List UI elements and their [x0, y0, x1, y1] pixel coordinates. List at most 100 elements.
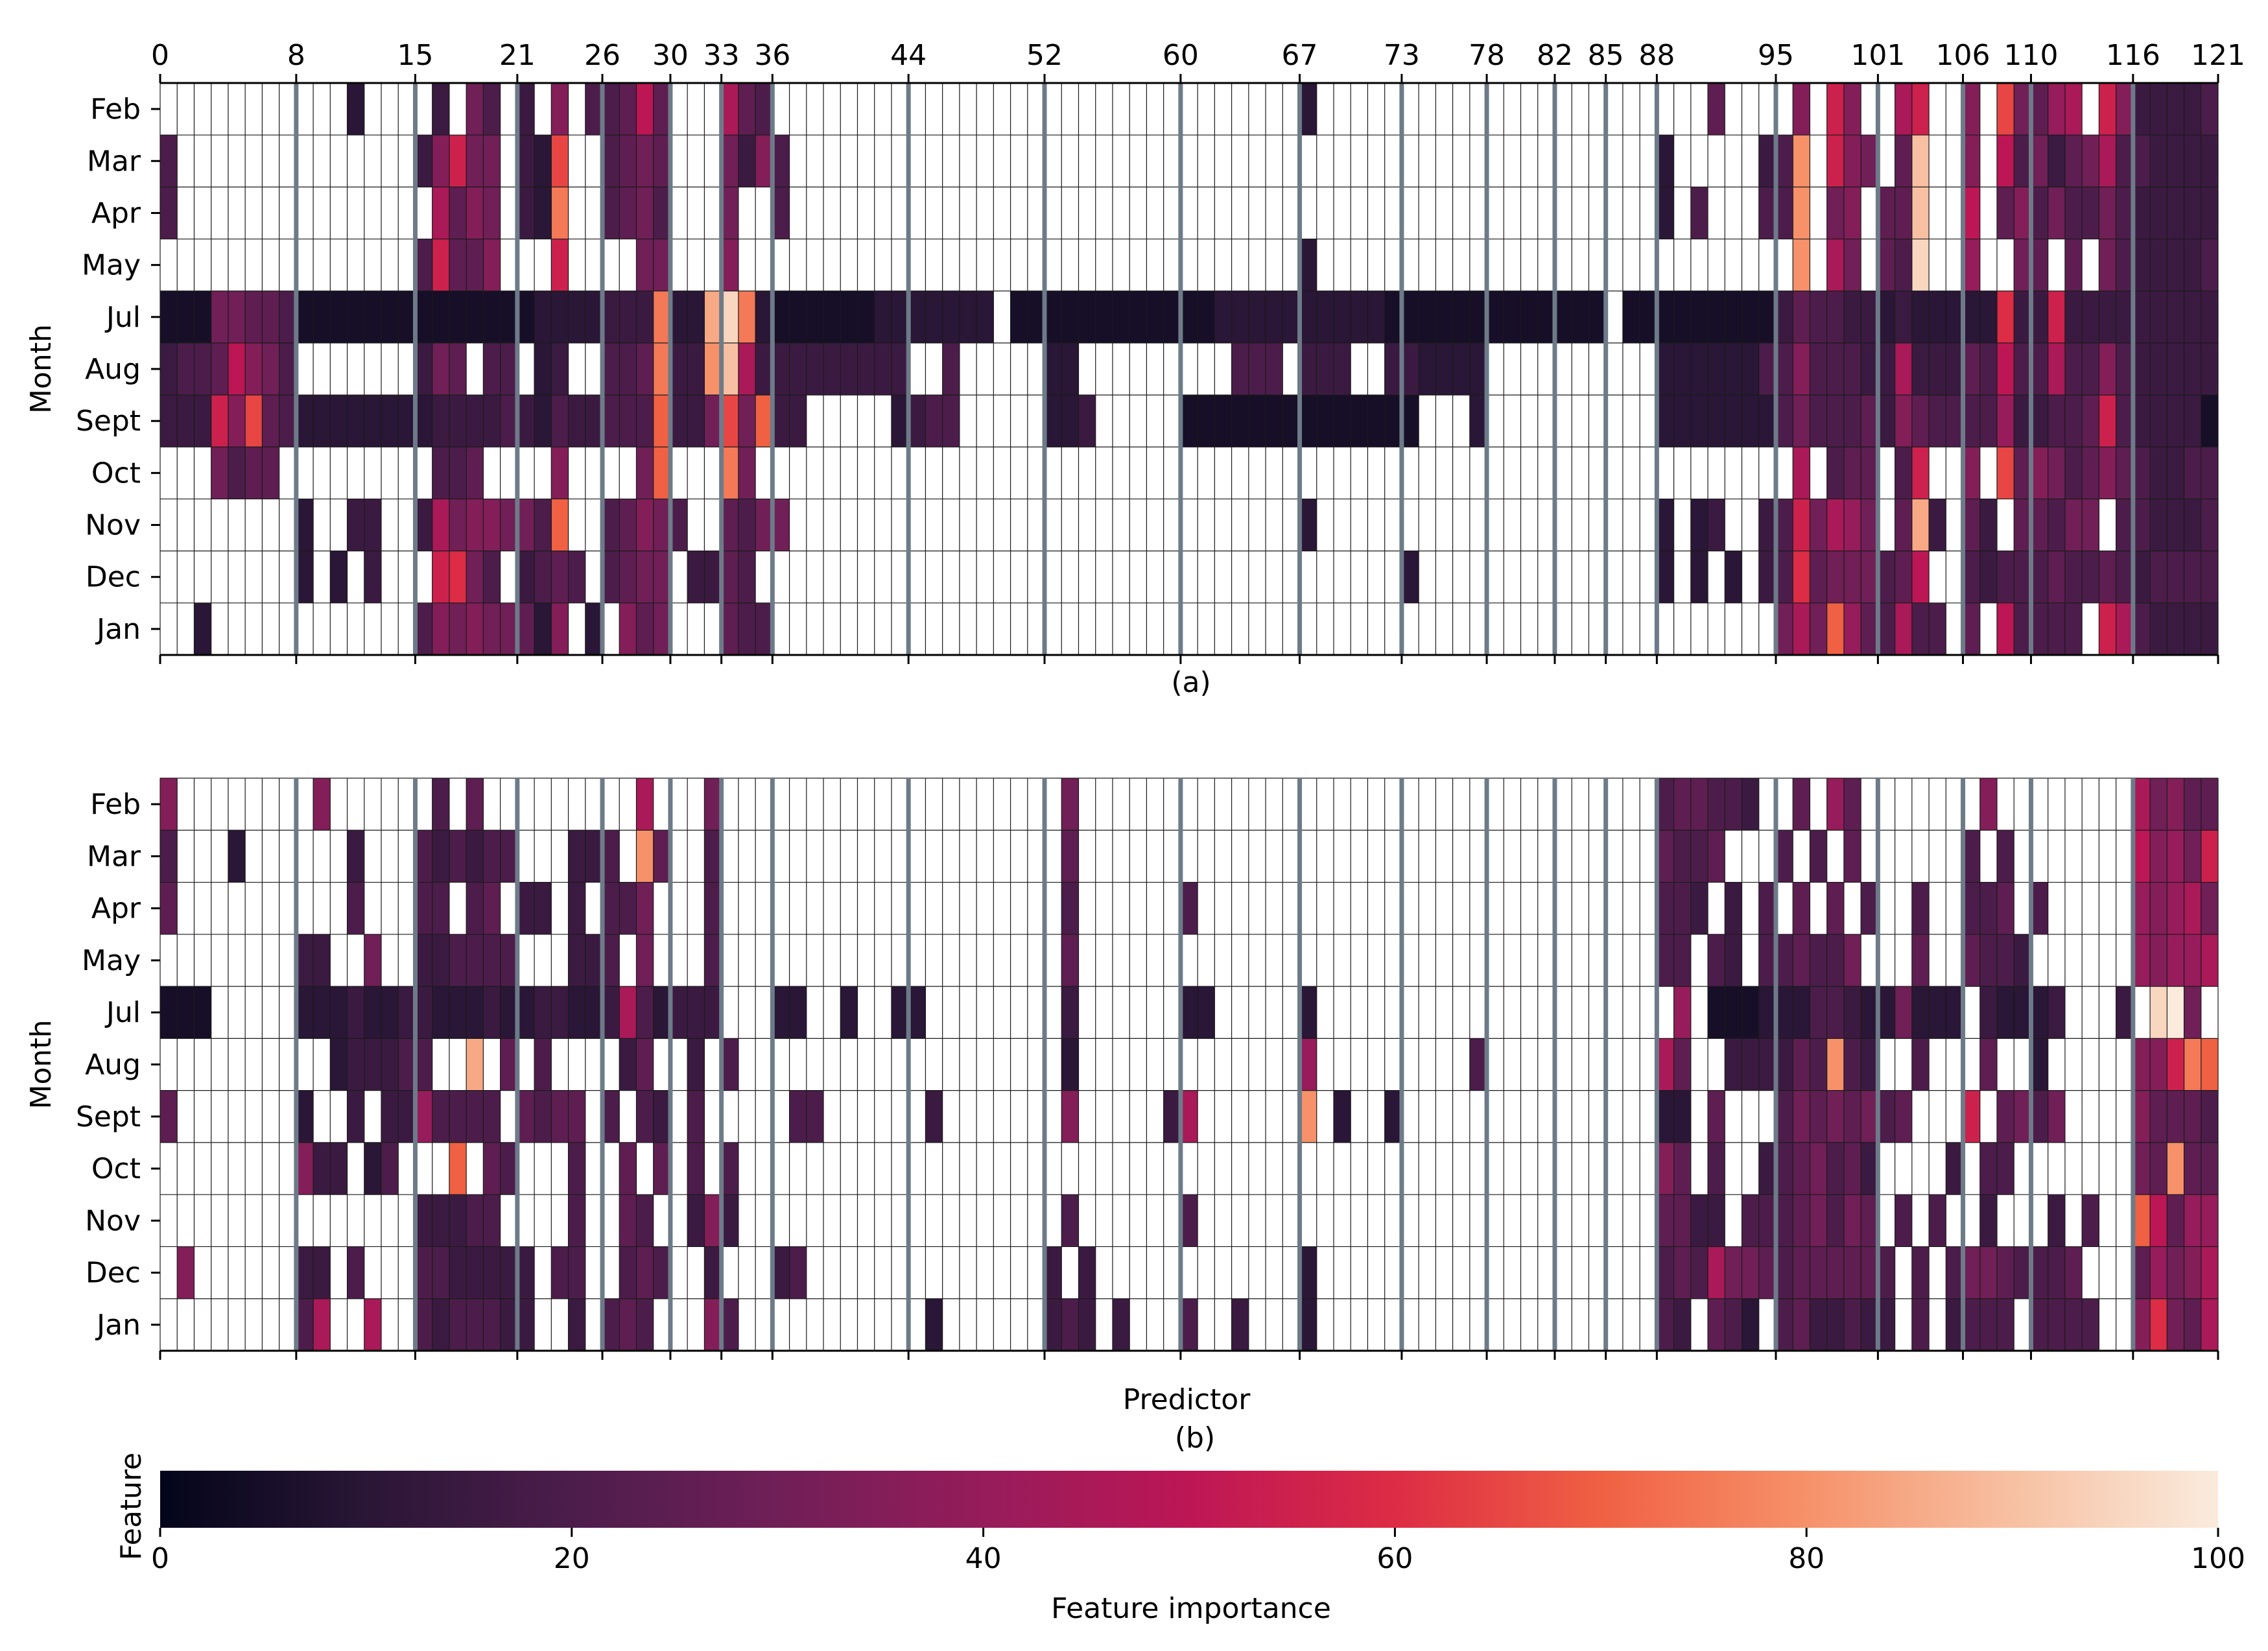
heatmap-cell	[194, 602, 212, 656]
heatmap-cell	[619, 239, 637, 292]
heatmap-cell	[993, 83, 1011, 136]
heatmap-cell	[1657, 135, 1674, 187]
heatmap-cell	[483, 882, 501, 935]
heatmap-cell	[1589, 602, 1607, 656]
heatmap-cell	[2132, 135, 2151, 187]
heatmap-cell	[2132, 1142, 2151, 1195]
heatmap-cell	[772, 882, 790, 935]
heatmap-cell	[2014, 602, 2031, 656]
x-tick-label: 33	[703, 39, 740, 72]
heatmap-cell	[1826, 778, 1845, 831]
heatmap-cell	[160, 1142, 178, 1195]
heatmap-cell	[1045, 986, 1062, 1039]
heatmap-cell	[976, 83, 994, 136]
heatmap-cell	[840, 1038, 858, 1091]
heatmap-cell	[2048, 239, 2066, 292]
heatmap-cell	[2132, 499, 2151, 552]
heatmap-cell	[1504, 882, 1521, 935]
heatmap-cell	[653, 1090, 671, 1143]
heatmap-cell	[840, 135, 858, 187]
heatmap-cell	[704, 1090, 722, 1143]
heatmap-cell	[1775, 882, 1793, 935]
heatmap-cell	[398, 1038, 416, 1091]
y-tick-label: Oct	[91, 1152, 141, 1185]
heatmap-cell	[245, 1090, 263, 1143]
heatmap-cell	[1775, 830, 1793, 883]
heatmap-cell	[602, 551, 620, 604]
heatmap-cell	[1351, 1038, 1368, 1091]
heatmap-cell	[891, 830, 909, 883]
heatmap-cell	[364, 986, 382, 1039]
heatmap-cell	[398, 986, 416, 1039]
heatmap-cell	[2048, 187, 2066, 239]
heatmap-cell	[1095, 882, 1113, 935]
heatmap-cell	[1895, 551, 1913, 604]
heatmap-cell	[211, 239, 229, 292]
heatmap-cell	[755, 551, 773, 604]
heatmap-cell	[1640, 551, 1657, 604]
heatmap-cell	[1895, 830, 1913, 883]
heatmap-cell	[1708, 447, 1725, 499]
heatmap-cell	[942, 778, 960, 831]
heatmap-cell	[1248, 1298, 1266, 1351]
heatmap-cell	[1487, 1090, 1504, 1143]
heatmap-cell	[908, 342, 926, 396]
heatmap-cell	[1793, 986, 1810, 1039]
heatmap-cell	[721, 602, 739, 656]
heatmap-cell	[806, 778, 824, 831]
heatmap-cell	[1708, 1142, 1725, 1195]
heatmap-cell	[1963, 83, 1981, 136]
heatmap-cell	[1061, 1038, 1079, 1091]
heatmap-cell	[347, 1090, 365, 1143]
heatmap-cell	[1266, 499, 1283, 552]
heatmap-cell	[704, 187, 722, 239]
heatmap-cell	[687, 602, 705, 656]
heatmap-cell	[568, 1298, 586, 1351]
heatmap-cell	[1282, 291, 1300, 344]
heatmap-cell	[2167, 1298, 2184, 1351]
heatmap-cell	[959, 551, 977, 604]
heatmap-cell	[2167, 447, 2184, 499]
heatmap-cell	[1266, 882, 1283, 935]
heatmap-cell	[1878, 83, 1896, 136]
heatmap-cell	[228, 499, 246, 552]
heatmap-cell	[1793, 395, 1810, 447]
heatmap-cell	[347, 342, 365, 396]
heatmap-cell	[687, 395, 705, 447]
heatmap-cell	[1231, 1142, 1249, 1195]
heatmap-cell	[1010, 1298, 1028, 1351]
heatmap-cell	[432, 1142, 450, 1195]
heatmap-cell	[1708, 499, 1725, 552]
x-tick-label: 106	[1936, 39, 1990, 72]
heatmap-cell	[1572, 1194, 1589, 1247]
heatmap-cell	[1996, 1142, 2014, 1195]
heatmap-cell	[1214, 1090, 1232, 1143]
heatmap-cell	[993, 778, 1011, 831]
panel-b-caption: (b)	[1175, 1421, 1215, 1455]
heatmap-cell	[2031, 239, 2049, 292]
heatmap-cell	[1520, 1038, 1539, 1091]
heatmap-cell	[432, 1246, 450, 1300]
heatmap-cell	[1163, 882, 1181, 935]
heatmap-cell	[1248, 499, 1266, 552]
heatmap-cell	[1282, 499, 1300, 552]
heatmap-cell	[1929, 1194, 1946, 1247]
heatmap-cell	[704, 1298, 722, 1351]
heatmap-cell	[806, 1246, 824, 1300]
heatmap-cell	[1537, 499, 1555, 552]
heatmap-cell	[483, 1298, 501, 1351]
heatmap-cell	[1861, 1246, 1878, 1300]
heatmap-cell	[704, 934, 722, 987]
heatmap-cell	[415, 291, 433, 344]
heatmap-cell	[738, 395, 756, 447]
y-tick-label: Aug	[85, 353, 141, 386]
heatmap-cell	[568, 1038, 586, 1091]
heatmap-cell	[1266, 1090, 1283, 1143]
heatmap-cell	[449, 1142, 467, 1195]
heatmap-cell	[2099, 239, 2117, 292]
heatmap-cell	[857, 342, 875, 396]
heatmap-cell	[1333, 830, 1351, 883]
heatmap-cell	[806, 499, 824, 552]
heatmap-cell	[2201, 830, 2219, 883]
heatmap-cell	[364, 882, 382, 935]
